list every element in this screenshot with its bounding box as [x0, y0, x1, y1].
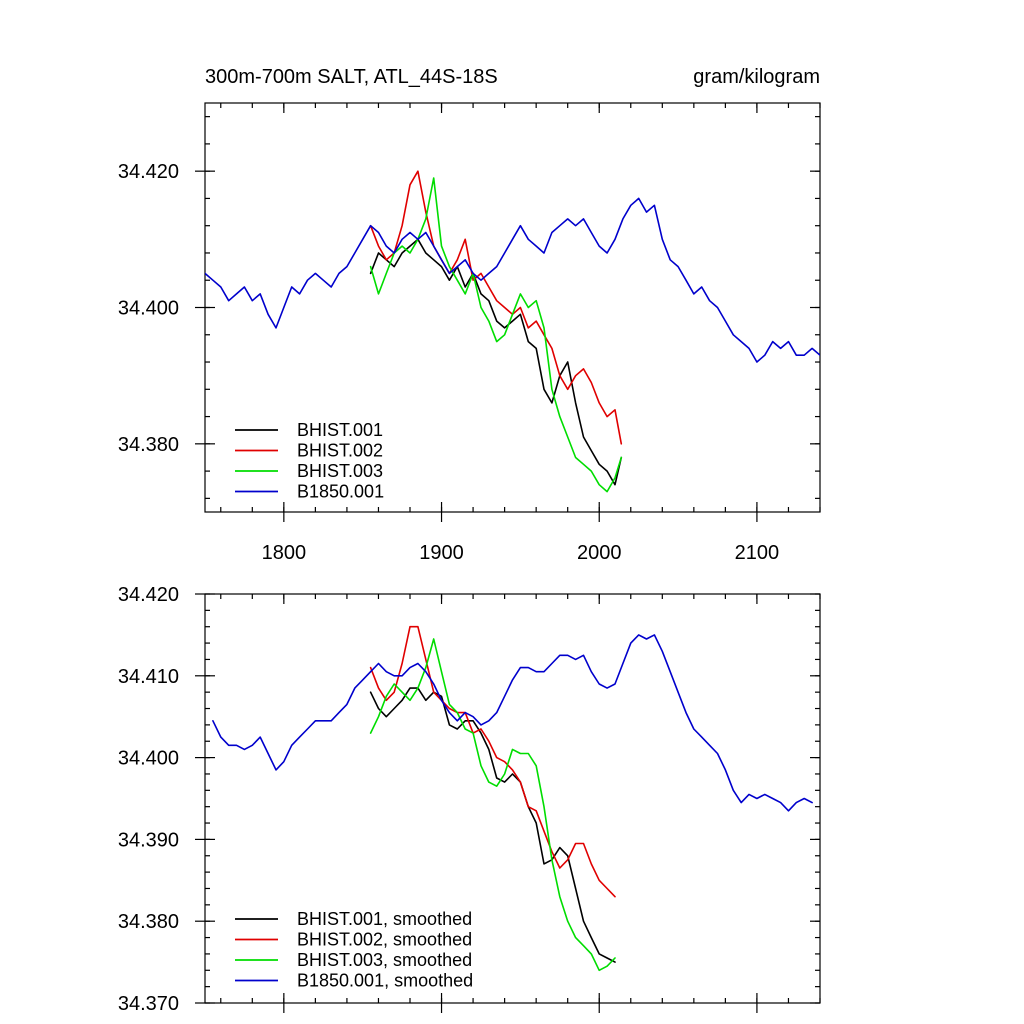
series-group: [212, 625, 813, 972]
bottom-panel: 34.370 34.380 34.390 34.400 34.410 34.420 BHIS…: [118, 584, 821, 1015]
legend-label: BHIST.002: [297, 441, 383, 461]
legend-label: BHIST.003, smoothed: [297, 950, 472, 970]
legend-label: BHIST.002, smoothed: [297, 930, 472, 950]
legend-label: B1850.001: [297, 482, 384, 502]
top-panel: 1800 1900 2000 2100 34.380 34.400 34.420 300m-7…: [118, 66, 821, 564]
legend-label: BHIST.001: [297, 420, 383, 440]
x-tick-label: 2000: [577, 542, 622, 564]
plot-frame: [204, 593, 821, 1004]
chart-title: 300m-700m SALT, ATL_44S-18S: [205, 66, 498, 88]
x-tick-label: 1800: [262, 542, 307, 564]
units-label: gram/kilogram: [693, 66, 820, 88]
series-line-2: [369, 177, 623, 493]
series-line-1: [369, 625, 616, 898]
x-tick-label: 2100: [735, 542, 780, 564]
y-tick-label: 34.390: [118, 829, 179, 851]
series-line-1: [369, 170, 623, 445]
y-tick-label: 34.420: [118, 161, 179, 183]
y-tick-label: 34.420: [118, 584, 179, 606]
series-line-3: [212, 634, 813, 812]
y-tick-label: 34.380: [118, 911, 179, 933]
y-tick-label: 34.410: [118, 666, 179, 688]
y-tick-label: 34.370: [118, 993, 179, 1015]
y-tick-label: 34.400: [118, 748, 179, 770]
series-line-3: [205, 197, 820, 363]
legend-label: BHIST.003: [297, 461, 383, 481]
series-line-0: [369, 238, 623, 486]
series-group: [205, 170, 820, 493]
series-line-2: [369, 638, 616, 972]
legend-label: BHIST.001, smoothed: [297, 909, 472, 929]
x-tick-label: 1900: [419, 542, 464, 564]
y-tick-label: 34.380: [118, 434, 179, 456]
y-tick-label: 34.400: [118, 298, 179, 320]
legend-label: B1850.001, smoothed: [297, 971, 473, 991]
series-line-0: [369, 687, 616, 963]
